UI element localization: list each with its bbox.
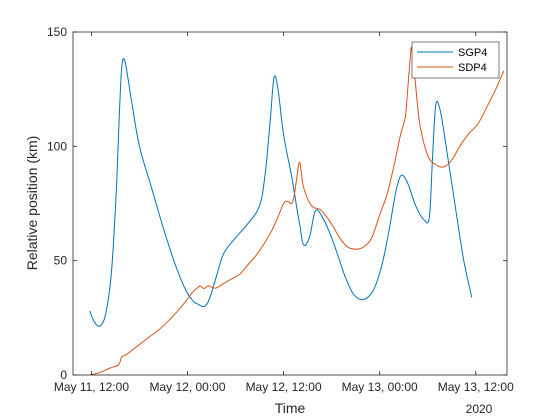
x-tick-label: May 13, 00:00 [342,380,418,394]
x-tick-label: May 12, 12:00 [246,380,322,394]
y-tick-label: 150 [47,25,67,39]
plot-box [72,31,508,376]
series-layer [89,46,505,375]
y-axis-title: Relative position (km) [24,136,40,271]
x-tick-label: May 12, 00:00 [149,380,225,394]
x-axis-secondary-label: 2020 [466,402,493,416]
legend-label-sdp4: SDP4 [458,62,487,74]
tick-layer: May 11, 12:00 May 12, 00:00 May 12, 12:00 M… [47,25,514,394]
legend: SGP4 SDP4 [411,41,500,79]
x-tick-label: May 11, 12:00 [54,380,129,394]
x-tick-label: May 13, 12:00 [438,380,514,394]
y-tick-label: 50 [54,254,68,268]
series-line-sgp4 [89,57,473,327]
x-axis-title: Time [275,400,306,416]
legend-label-sgp4: SGP4 [458,47,487,59]
y-tick-label: 100 [47,139,67,153]
y-tick-label: 0 [60,368,67,382]
series-line-sdp4 [89,46,505,375]
legend-box [411,41,500,79]
